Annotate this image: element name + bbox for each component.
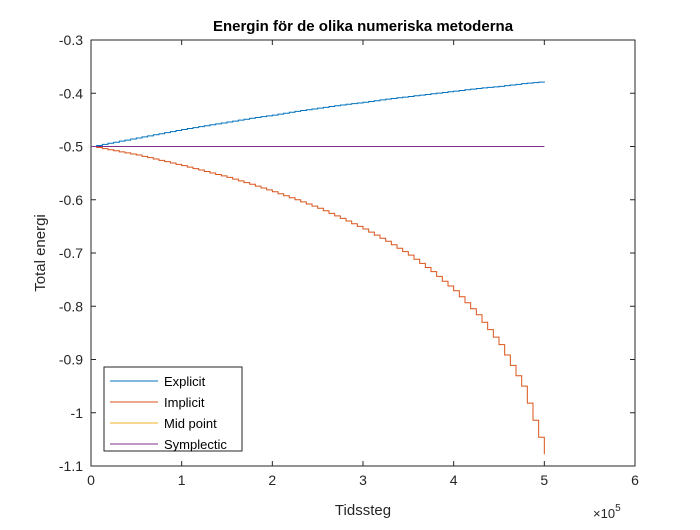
legend: Explicit Implicit Mid point Symplectic [103,366,243,452]
x-tick-label: 3 [359,472,367,488]
y-axis-ticks: -1.1 -1 -0.9 -0.8 -0.7 -0.6 -0.5 -0.4 -0.3 [59,32,635,474]
series-line-implicit [91,146,545,455]
x-axis-label: Tidssteg [335,502,391,519]
legend-label: Explicit [164,374,206,389]
legend-label: Symplectic [164,437,227,452]
y-tick-label: -0.4 [59,85,83,101]
x-exponent-power: 5 [615,503,621,514]
y-tick-label: -0.3 [59,32,83,48]
legend-label: Implicit [164,395,205,410]
y-axis-label: Total energi [32,214,49,292]
y-tick-label: -0.6 [59,192,83,208]
y-tick-label: -0.5 [59,139,83,155]
y-tick-label: -1.1 [59,458,83,474]
y-tick-label: -0.9 [59,352,83,368]
x-exponent-base: ×10 [593,506,615,521]
series-line-explicit [91,81,545,147]
x-tick-label: 1 [178,472,186,488]
y-tick-label: -1 [71,405,84,421]
y-tick-label: -0.8 [59,298,83,314]
series-group [91,81,545,455]
x-tick-label: 6 [631,472,639,488]
legend-label: Mid point [164,416,217,431]
chart-title: Energin för de olika numeriska metoderna [213,18,514,35]
x-tick-label: 0 [87,472,95,488]
x-axis-exponent: ×105 [593,503,621,521]
y-tick-label: -0.7 [59,245,83,261]
x-axis-ticks: 0 1 2 3 4 5 6 [87,40,639,488]
x-tick-label: 4 [450,472,458,488]
x-tick-label: 2 [268,472,276,488]
x-tick-label: 5 [540,472,548,488]
